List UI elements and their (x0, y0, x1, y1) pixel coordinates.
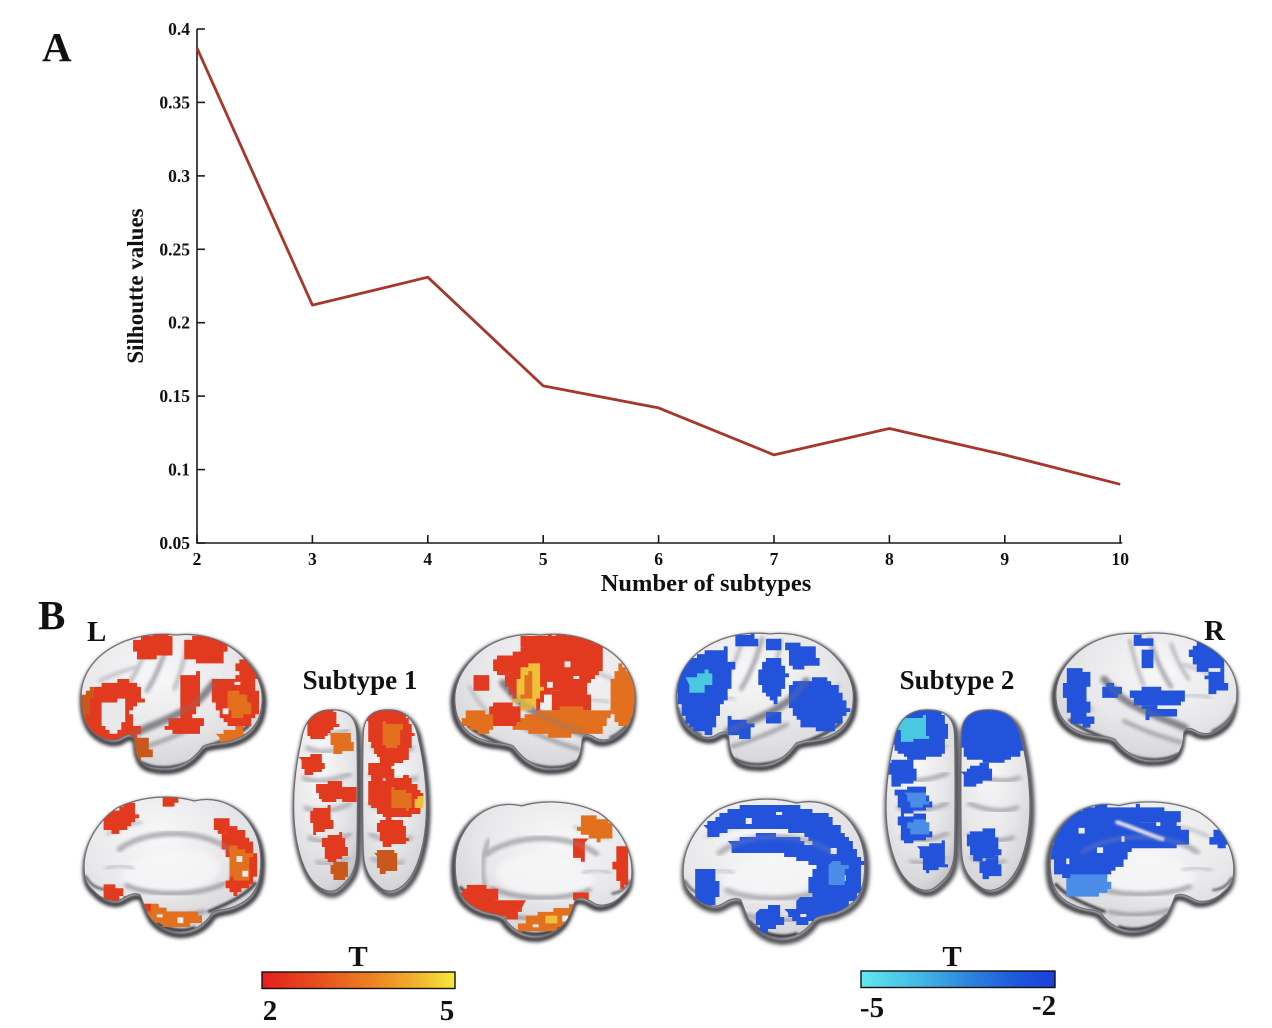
svg-text:5: 5 (440, 995, 455, 1027)
svg-text:0.4: 0.4 (168, 19, 190, 39)
svg-text:R: R (1204, 615, 1226, 647)
svg-text:Subtype 1: Subtype 1 (303, 665, 418, 695)
svg-text:B: B (38, 592, 65, 638)
svg-text:4: 4 (423, 549, 432, 569)
svg-text:2: 2 (263, 995, 278, 1027)
svg-text:0.35: 0.35 (159, 92, 190, 112)
svg-text:0.3: 0.3 (168, 166, 190, 186)
svg-text:A: A (42, 24, 72, 70)
svg-text:-5: -5 (860, 992, 884, 1024)
svg-text:2: 2 (193, 549, 202, 569)
svg-text:0.2: 0.2 (168, 313, 190, 333)
svg-text:T: T (348, 941, 367, 973)
svg-text:9: 9 (1000, 549, 1009, 569)
svg-text:0.05: 0.05 (159, 533, 190, 553)
svg-text:5: 5 (539, 549, 548, 569)
svg-text:10: 10 (1111, 549, 1129, 569)
svg-text:3: 3 (308, 549, 317, 569)
svg-text:7: 7 (770, 549, 779, 569)
svg-text:0.15: 0.15 (159, 386, 190, 406)
svg-text:T: T (942, 941, 961, 973)
svg-text:0.1: 0.1 (168, 460, 190, 480)
svg-text:0.25: 0.25 (159, 239, 190, 259)
svg-text:-2: -2 (1032, 990, 1056, 1022)
svg-text:8: 8 (885, 549, 894, 569)
svg-text:6: 6 (654, 549, 663, 569)
svg-text:L: L (87, 616, 106, 648)
svg-text:Number of subtypes: Number of subtypes (601, 570, 812, 597)
svg-text:Silhoutte values: Silhoutte values (123, 208, 148, 363)
svg-text:Subtype 2: Subtype 2 (900, 665, 1015, 695)
